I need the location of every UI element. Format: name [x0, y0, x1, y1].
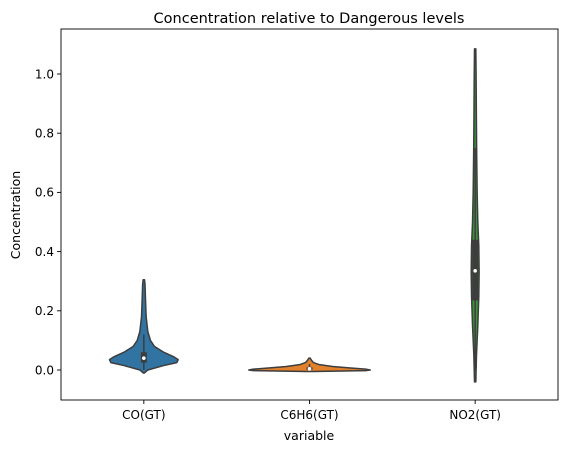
chart-title: Concentration relative to Dangerous leve…: [154, 11, 465, 27]
violin-median-point: [142, 356, 146, 360]
x-tick-label: C6H6(GT): [280, 408, 338, 422]
violin-body: [108, 278, 179, 374]
y-tick-label: 1.0: [35, 67, 54, 81]
y-tick-label: 0.4: [35, 245, 54, 259]
x-tick-label: CO(GT): [122, 408, 165, 422]
x-tick-label: NO2(GT): [449, 408, 501, 422]
violin-median-point: [307, 367, 312, 371]
y-tick-label: 0.0: [35, 363, 54, 377]
x-axis-label: variable: [284, 428, 335, 443]
y-tick-label: 0.2: [35, 304, 54, 318]
y-tick-label: 0.6: [35, 186, 54, 200]
y-tick-label: 0.8: [35, 127, 54, 141]
y-axis-label: Concentration: [8, 171, 23, 259]
violin-median-point: [473, 269, 477, 273]
